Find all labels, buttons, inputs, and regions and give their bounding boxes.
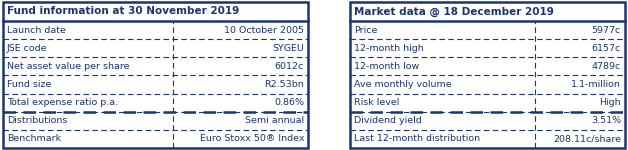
Text: 4789c: 4789c: [592, 62, 621, 71]
Bar: [3, 2, 308, 148]
Text: 208.11c/share: 208.11c/share: [553, 134, 621, 143]
Text: Dividend yield: Dividend yield: [354, 116, 422, 125]
Text: 5977c: 5977c: [592, 26, 621, 34]
Text: 1.1-million: 1.1-million: [571, 80, 621, 89]
Text: Price: Price: [354, 26, 377, 34]
Text: High: High: [599, 98, 621, 107]
Text: Fund size: Fund size: [7, 80, 51, 89]
Text: Market data @ 18 December 2019: Market data @ 18 December 2019: [354, 6, 554, 17]
Text: Total expense ratio p.a.: Total expense ratio p.a.: [7, 98, 118, 107]
Bar: [350, 2, 625, 148]
Text: Euro Stoxx 50® Index: Euro Stoxx 50® Index: [200, 134, 304, 143]
Text: 6012c: 6012c: [275, 62, 304, 71]
Text: JSE code: JSE code: [7, 44, 48, 53]
Text: Net asset value per share: Net asset value per share: [7, 62, 129, 71]
Text: R2.53bn: R2.53bn: [264, 80, 304, 89]
Text: Benchmark: Benchmark: [7, 134, 61, 143]
Text: 12-month low: 12-month low: [354, 62, 420, 71]
Text: Launch date: Launch date: [7, 26, 66, 34]
Text: Ave monthly volume: Ave monthly volume: [354, 80, 452, 89]
Text: Risk level: Risk level: [354, 98, 399, 107]
Text: Fund information at 30 November 2019: Fund information at 30 November 2019: [7, 6, 239, 16]
Text: Distributions: Distributions: [7, 116, 67, 125]
Text: SYGEU: SYGEU: [272, 44, 304, 53]
Text: 0.86%: 0.86%: [274, 98, 304, 107]
Text: 10 October 2005: 10 October 2005: [224, 26, 304, 34]
Text: Semi annual: Semi annual: [245, 116, 304, 125]
Text: Last 12-month distribution: Last 12-month distribution: [354, 134, 480, 143]
Text: 6157c: 6157c: [592, 44, 621, 53]
Text: 12-month high: 12-month high: [354, 44, 424, 53]
Text: 3.51%: 3.51%: [591, 116, 621, 125]
